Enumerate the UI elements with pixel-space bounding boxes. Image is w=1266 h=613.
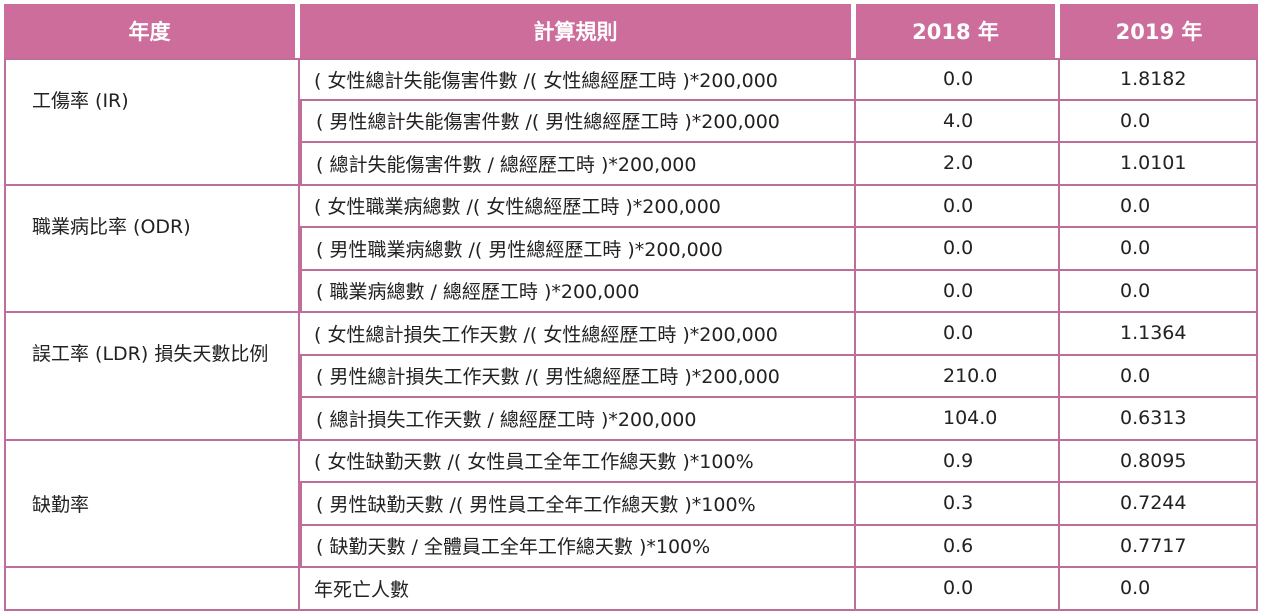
value-2019: 1.1364 (1060, 313, 1258, 356)
rule-cell: ( 女性總計失能傷害件數 /( 女性總經歷工時 )*200,000 (300, 58, 856, 101)
rule-cell: ( 總計損失工作天數 / 總經歷工時 )*200,000 (300, 398, 856, 441)
category-injury-rate: 工傷率 (IR) (4, 58, 300, 186)
category-fatalities (4, 568, 300, 611)
table-row: ( 男性缺勤天數 /( 男性員工全年工作總天數 )*100% 0.3 0.724… (4, 483, 1258, 526)
value-2019: 0.7717 (1060, 525, 1258, 568)
value-2018: 0.0 (856, 270, 1060, 313)
value-2018: 104.0 (856, 398, 1060, 441)
value-2019: 0.0 (1060, 270, 1258, 313)
value-2018: 0.0 (856, 185, 1060, 228)
value-2019: 0.0 (1060, 228, 1258, 271)
value-2018: 0.3 (856, 483, 1060, 526)
value-2019: 0.8095 (1060, 440, 1258, 483)
table-row: 工傷率 (IR) ( 女性總計失能傷害件數 /( 女性總經歷工時 )*200,0… (4, 58, 1258, 186)
value-2018: 2.0 (856, 143, 1060, 186)
value-2019: 0.0 (1060, 185, 1258, 228)
safety-statistics-table: 年度 計算規則 2018 年 2019 年 工傷率 (IR) ( 女性總計失能傷… (4, 4, 1258, 611)
table-row: ( 男性總計損失工作天數 /( 男性總經歷工時 )*200,000 210.0 … (4, 355, 1258, 398)
table-row: ( 男性總計失能傷害件數 /( 男性總經歷工時 )*200,000 4.0 0.… (4, 100, 1258, 143)
category-lost-day-rate: 誤工率 (LDR) 損失天數比例 (4, 313, 300, 441)
rule-cell: ( 女性缺勤天數 /( 女性員工全年工作總天數 )*100% (300, 440, 856, 483)
table-row: ( 男性職業病總數 /( 男性總經歷工時 )*200,000 0.0 0.0 (4, 228, 1258, 271)
table-row: ( 缺勤天數 / 全體員工全年工作總天數 )*100% 0.6 0.7717 (4, 525, 1258, 568)
value-2018: 0.0 (856, 228, 1060, 271)
header-row: 年度 計算規則 2018 年 2019 年 (4, 4, 1258, 58)
table-row: ( 總計損失工作天數 / 總經歷工時 )*200,000 104.0 0.631… (4, 398, 1258, 441)
value-2018: 0.9 (856, 440, 1060, 483)
value-2018: 0.0 (856, 313, 1060, 356)
rule-cell: ( 缺勤天數 / 全體員工全年工作總天數 )*100% (300, 525, 856, 568)
value-2019: 0.7244 (1060, 483, 1258, 526)
table-row: ( 總計失能傷害件數 / 總經歷工時 )*200,000 2.0 1.0101 (4, 143, 1258, 186)
value-2019: 1.0101 (1060, 143, 1258, 186)
table-row: 職業病比率 (ODR) ( 女性職業病總數 /( 女性總經歷工時 )*200,0… (4, 185, 1258, 313)
value-2018: 0.0 (856, 58, 1060, 101)
header-year: 年度 (4, 4, 300, 58)
rule-cell: ( 男性職業病總數 /( 男性總經歷工時 )*200,000 (300, 228, 856, 271)
value-2019: 0.0 (1060, 568, 1258, 611)
value-2019: 0.0 (1060, 100, 1258, 143)
value-2018: 210.0 (856, 355, 1060, 398)
rule-cell: 年死亡人數 (300, 568, 856, 611)
value-2019: 0.0 (1060, 355, 1258, 398)
header-2018: 2018 年 (856, 4, 1060, 58)
header-rule: 計算規則 (300, 4, 856, 58)
table-row: 誤工率 (LDR) 損失天數比例 ( 女性總計損失工作天數 /( 女性總經歷工時… (4, 313, 1258, 441)
rule-cell: ( 男性缺勤天數 /( 男性員工全年工作總天數 )*100% (300, 483, 856, 526)
rule-cell: ( 職業病總數 / 總經歷工時 )*200,000 (300, 270, 856, 313)
value-2018: 0.6 (856, 525, 1060, 568)
table-row: 年死亡人數 0.0 0.0 (4, 568, 1258, 611)
rule-cell: ( 男性總計損失工作天數 /( 男性總經歷工時 )*200,000 (300, 355, 856, 398)
value-2018: 4.0 (856, 100, 1060, 143)
value-2019: 1.8182 (1060, 58, 1258, 101)
table-row: 缺勤率 ( 女性缺勤天數 /( 女性員工全年工作總天數 )*100% 0.9 0… (4, 440, 1258, 568)
value-2019: 0.6313 (1060, 398, 1258, 441)
rule-cell: ( 女性總計損失工作天數 /( 女性總經歷工時 )*200,000 (300, 313, 856, 356)
table-row: ( 職業病總數 / 總經歷工時 )*200,000 0.0 0.0 (4, 270, 1258, 313)
rule-cell: ( 男性總計失能傷害件數 /( 男性總經歷工時 )*200,000 (300, 100, 856, 143)
category-occupational-disease-rate: 職業病比率 (ODR) (4, 185, 300, 313)
category-absentee-rate: 缺勤率 (4, 440, 300, 568)
rule-cell: ( 總計失能傷害件數 / 總經歷工時 )*200,000 (300, 143, 856, 186)
rule-cell: ( 女性職業病總數 /( 女性總經歷工時 )*200,000 (300, 185, 856, 228)
value-2018: 0.0 (856, 568, 1060, 611)
header-2019: 2019 年 (1060, 4, 1258, 58)
